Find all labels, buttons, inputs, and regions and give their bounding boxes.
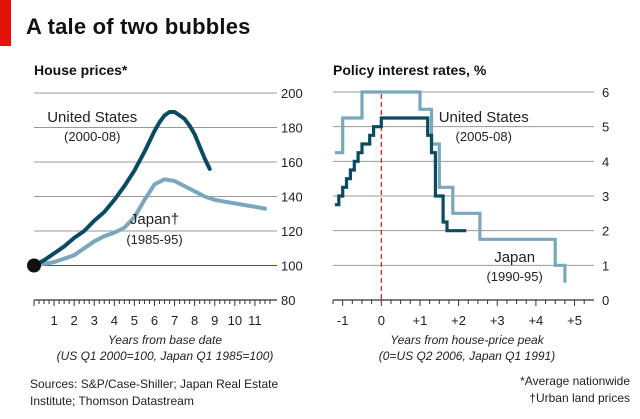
japan-series-period: (1985-95) [126,232,182,247]
right-y-tick-label: 5 [602,120,609,135]
footnote-average: *Average nationwide [520,374,630,388]
left-x-tick-label: 7 [171,313,178,328]
us-rate-series-period: (2005-08) [456,129,512,144]
left-x-axis-caption: Years from base date (US Q1 2000=100, Ja… [30,332,300,364]
brand-red-bar [0,0,11,46]
japan-series-label: Japan† [130,211,179,228]
left-x-tick-label: 10 [228,313,242,328]
right-x-axis-caption-line: Years from house-price peak [390,333,544,347]
left-y-tick-label: 180 [281,121,303,136]
left-y-tick-label: 100 [281,259,303,274]
us-series-label: United States [47,109,137,126]
left-x-tick-label: 5 [131,313,138,328]
right-y-tick-label: 0 [602,293,609,308]
japan-house-price-line [32,177,267,268]
base-point-marker [27,258,41,273]
right-x-tick-label: 0 [378,313,385,328]
left-x-tick-label: 9 [211,313,218,328]
left-x-axis-caption-line: (US Q1 2000=100, Japan Q1 1985=100) [56,349,274,363]
right-y-tick-label: 2 [602,224,609,239]
us-rate-line [334,116,467,233]
right-chart-title: Policy interest rates, % [333,62,487,78]
figure-title: A tale of two bubbles [26,14,251,39]
right-y-tick-label: 4 [602,154,609,169]
left-y-tick-label: 120 [281,224,303,239]
right-x-axis-caption-line: (0=US Q2 2006, Japan Q1 1991) [378,349,556,363]
left-x-tick-label: 6 [151,313,158,328]
right-x-tick-label: +1 [413,313,428,328]
sources-note: Sources: S&P/Case-Shiller; Japan Real Es… [30,376,278,410]
right-y-tick-label: 3 [602,189,609,204]
left-y-tick-label: 140 [281,190,303,205]
japan-rate-line [334,90,567,283]
left-y-tick-label: 80 [281,293,295,308]
right-x-tick-label: +4 [528,313,543,328]
sources-line: Sources: S&P/Case-Shiller; Japan Real Es… [30,377,279,391]
footnote-urban-land: †Urban land prices [529,391,630,405]
left-x-tick-label: 2 [71,313,78,328]
japan-rate-series-period: (1990-95) [486,269,542,284]
left-x-tick-label: 4 [111,313,118,328]
right-x-tick-label: +3 [490,313,505,328]
left-x-tick-label: 3 [91,313,98,328]
left-x-tick-label: 1 [50,313,57,328]
us-series-period: (2000-08) [64,129,120,144]
left-x-axis-caption-line: Years from base date [107,333,223,347]
us-rate-series-label: United States [439,109,529,126]
left-x-tick-label: 8 [191,313,198,328]
right-x-tick-label: +2 [451,313,466,328]
us-house-price-line [32,110,212,268]
right-x-tick-label: +5 [567,313,582,328]
left-y-tick-label: 200 [281,86,303,101]
japan-rate-series-label: Japan [494,249,535,266]
left-y-tick-label: 160 [281,155,303,170]
right-x-axis-caption: Years from house-price peak (0=US Q2 200… [322,332,612,364]
right-x-tick-label: -1 [337,313,349,328]
sources-line: Institute; Thomson Datastream [30,394,194,408]
right-y-tick-label: 6 [602,85,609,100]
right-y-tick-label: 1 [602,258,609,273]
left-x-tick-label: 11 [248,313,262,328]
left-chart-title: House prices* [34,62,128,78]
footnotes: *Average nationwide †Urban land prices [520,373,630,407]
